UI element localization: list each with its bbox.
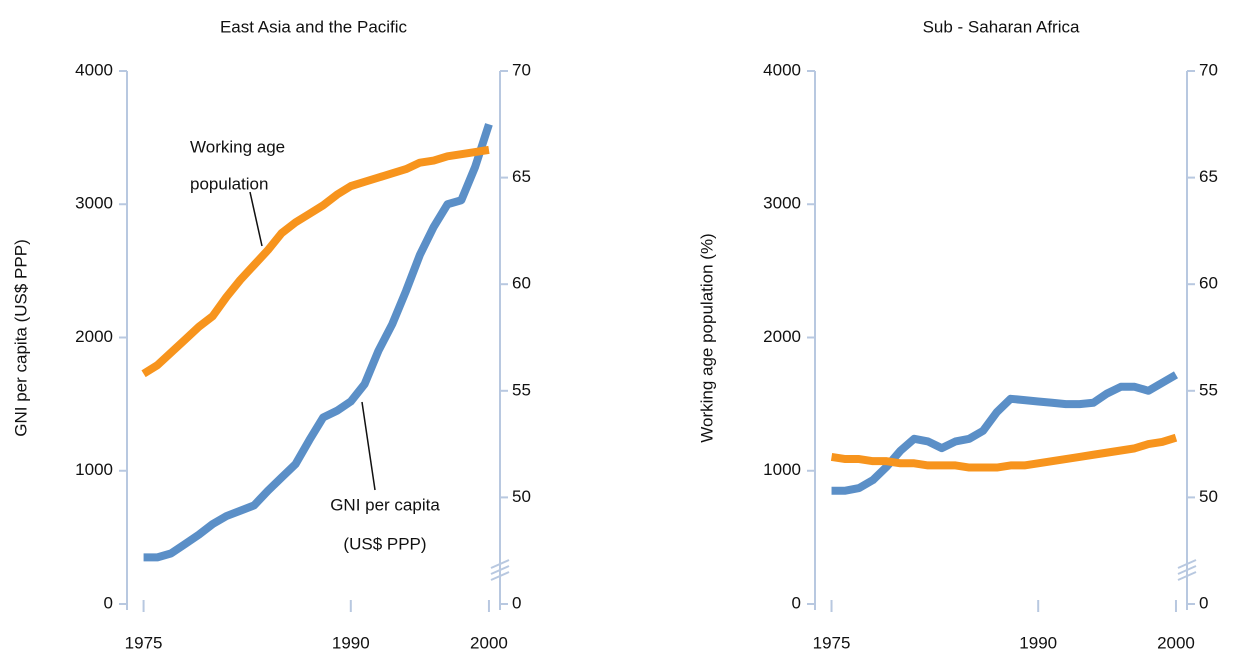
x-tick-label: 1990 <box>332 633 370 652</box>
y2-tick-label: 60 <box>1199 274 1218 293</box>
y-tick-label: 4000 <box>763 60 801 79</box>
y2-tick-label: 55 <box>1199 380 1218 399</box>
chart-title: East Asia and the Pacific <box>220 17 408 36</box>
series-line <box>141 145 490 378</box>
y-axis-label: GNI per capita (US$ PPP) <box>11 239 30 436</box>
x-tick-label: 1975 <box>813 633 851 652</box>
axis-break <box>1177 559 1197 581</box>
series-line <box>831 371 1178 495</box>
y-tick-label: 0 <box>104 593 113 612</box>
y-axis-label: Working age population (%) <box>697 233 716 442</box>
y-tick-label: 2000 <box>75 327 113 346</box>
axis-break <box>490 559 510 581</box>
y-tick-label: 0 <box>792 593 801 612</box>
y2-tick-label: 70 <box>512 60 531 79</box>
y-tick-label: 1000 <box>75 460 113 479</box>
annotation: population <box>190 174 268 193</box>
series-line <box>143 123 493 562</box>
y2-tick-label: 50 <box>1199 487 1218 506</box>
x-tick-label: 2000 <box>470 633 508 652</box>
x-tick-label: 1975 <box>125 633 163 652</box>
y-tick-label: 3000 <box>75 194 113 213</box>
y2-tick-label: 0 <box>512 593 521 612</box>
annotation: (US$ PPP) <box>343 534 426 553</box>
annotation: GNI per capita <box>330 495 440 514</box>
y2-tick-label: 65 <box>512 167 531 186</box>
y2-tick-label: 70 <box>1199 60 1218 79</box>
y-tick-label: 1000 <box>763 460 801 479</box>
y2-tick-label: 50 <box>512 487 531 506</box>
y2-tick-label: 65 <box>1199 167 1218 186</box>
y-tick-label: 3000 <box>763 194 801 213</box>
y2-tick-label: 55 <box>512 380 531 399</box>
chart-title: Sub - Saharan Africa <box>923 17 1080 36</box>
y-tick-label: 2000 <box>763 327 801 346</box>
y2-tick-label: 0 <box>1199 593 1208 612</box>
series-line <box>830 433 1178 472</box>
y2-tick-label: 60 <box>512 274 531 293</box>
x-tick-label: 2000 <box>1157 633 1195 652</box>
annotation-leader <box>361 401 376 491</box>
annotation: Working age <box>190 137 285 156</box>
y-tick-label: 4000 <box>75 60 113 79</box>
x-tick-label: 1990 <box>1019 633 1057 652</box>
annotation-leader <box>249 191 263 247</box>
